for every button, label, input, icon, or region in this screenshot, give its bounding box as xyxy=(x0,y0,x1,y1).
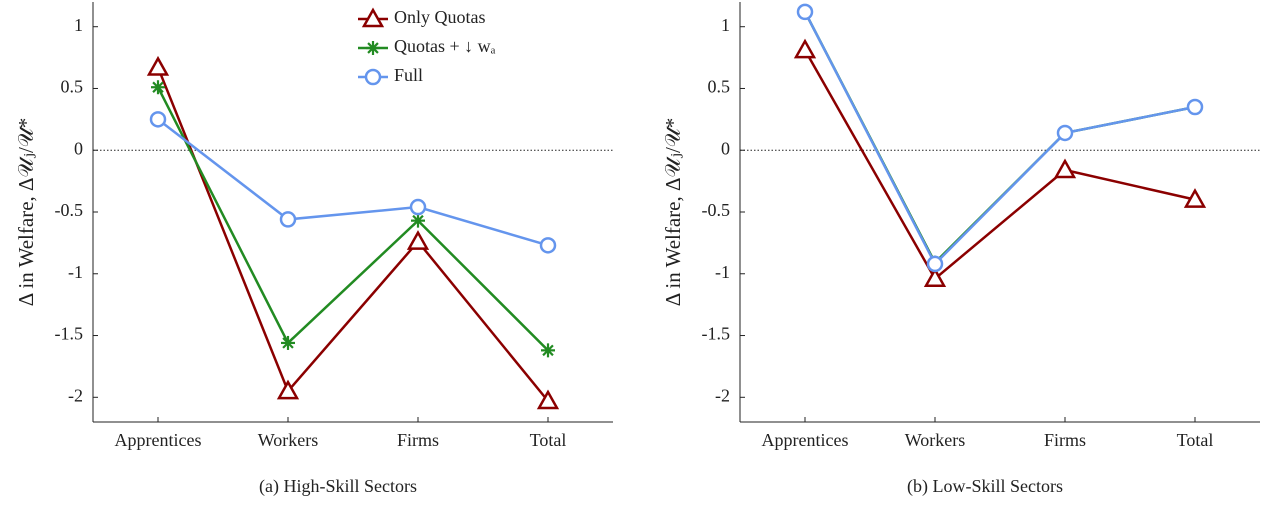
y-tick-label: -0.5 xyxy=(702,200,731,220)
y-tick-label: -1.5 xyxy=(702,324,731,344)
data-point xyxy=(793,38,817,59)
y-tick-label: 0 xyxy=(721,138,730,158)
legend-marker xyxy=(364,68,382,86)
y-tick-label: -1 xyxy=(715,262,730,282)
legend-label: Full xyxy=(394,65,423,85)
data-point xyxy=(536,389,560,410)
data-point xyxy=(926,255,944,273)
data-point xyxy=(539,237,557,254)
series-line xyxy=(156,67,549,402)
y-tick-label: -2 xyxy=(68,385,83,405)
data-point xyxy=(1053,158,1077,179)
y-tick-label: 1 xyxy=(74,15,83,35)
data-point xyxy=(276,379,300,400)
data-point xyxy=(406,230,430,250)
data-point xyxy=(279,211,297,228)
x-tick-label: Apprentices xyxy=(762,430,849,450)
legend-marker xyxy=(366,41,380,55)
y-tick-label: -0.5 xyxy=(55,200,84,220)
data-point xyxy=(281,335,295,350)
data-point xyxy=(923,267,947,287)
x-tick-label: Firms xyxy=(397,430,439,450)
asterisk-stroke xyxy=(152,81,164,93)
x-tick-label: Workers xyxy=(905,430,966,450)
x-tick-label: Workers xyxy=(258,430,319,450)
y-tick-label: 0.5 xyxy=(61,77,84,97)
data-point xyxy=(1056,124,1074,142)
series-line xyxy=(803,49,1196,281)
asterisk-stroke xyxy=(367,42,379,54)
asterisk-stroke xyxy=(282,337,294,349)
series-line xyxy=(156,86,549,352)
x-tick-label: Apprentices xyxy=(115,430,202,450)
y-axis-label: Δ in Welfare, Δ𝒰ⱼ/𝒰* xyxy=(14,118,38,306)
y-tick-label: -1 xyxy=(68,262,83,282)
y-tick-label: 0 xyxy=(74,138,83,158)
series-line xyxy=(803,11,1196,266)
y-tick-label: -1.5 xyxy=(55,324,84,344)
data-point xyxy=(149,111,167,128)
y-axis-label: Δ in Welfare, Δ𝒰ⱼ/𝒰* xyxy=(661,118,685,306)
legend-label: Only Quotas xyxy=(394,7,486,27)
x-tick-label: Firms xyxy=(1044,430,1086,450)
asterisk-stroke xyxy=(412,214,424,227)
x-tick-label: Total xyxy=(530,430,567,450)
y-tick-label: 1 xyxy=(721,15,730,35)
data-point xyxy=(1183,188,1207,208)
data-point xyxy=(409,198,427,216)
caption: (b) Low-Skill Sectors xyxy=(907,476,1063,497)
data-point xyxy=(146,55,170,76)
asterisk-stroke xyxy=(542,344,554,357)
y-tick-label: 0.5 xyxy=(708,77,731,97)
data-point xyxy=(541,343,555,358)
legend-marker xyxy=(361,7,385,28)
data-point xyxy=(411,213,425,228)
y-tick-label: -2 xyxy=(715,385,730,405)
data-point xyxy=(796,3,814,21)
series-line xyxy=(157,118,549,247)
data-point xyxy=(151,80,165,95)
legend-label: Quotas + ↓ wₐ xyxy=(394,36,496,56)
x-tick-label: Total xyxy=(1177,430,1214,450)
data-point xyxy=(1186,98,1204,116)
caption: (a) High-Skill Sectors xyxy=(259,476,417,497)
